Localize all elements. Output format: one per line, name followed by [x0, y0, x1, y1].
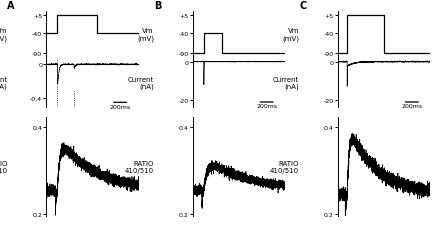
Text: C: C	[299, 1, 306, 11]
Text: Current
(nA): Current (nA)	[0, 76, 7, 90]
Text: Vm
(mV): Vm (mV)	[282, 28, 299, 42]
Text: 200ms: 200ms	[401, 104, 422, 108]
Text: A: A	[7, 1, 15, 11]
Text: 200ms: 200ms	[256, 104, 277, 108]
Text: Vm
(mV): Vm (mV)	[137, 28, 154, 42]
Text: RATIO
410/510: RATIO 410/510	[125, 160, 154, 173]
Text: 200ms: 200ms	[110, 104, 131, 109]
Text: B: B	[154, 1, 161, 11]
Text: Current
(nA): Current (nA)	[273, 76, 299, 90]
Text: Vm
(mV): Vm (mV)	[0, 28, 7, 42]
Text: RATIO
410/510: RATIO 410/510	[270, 160, 299, 173]
Text: RATIO
410/510: RATIO 410/510	[0, 160, 7, 173]
Text: Current
(nA): Current (nA)	[128, 76, 154, 90]
